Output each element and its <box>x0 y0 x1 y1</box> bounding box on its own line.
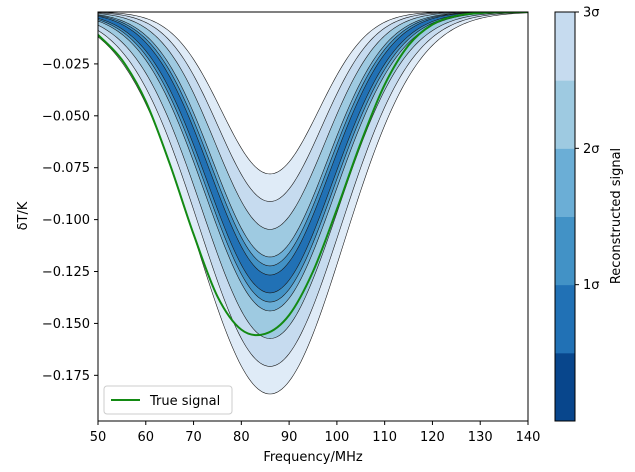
x-tick-label: 110 <box>372 430 397 445</box>
x-tick-label: 90 <box>281 430 298 445</box>
colorbar-segment <box>555 80 575 149</box>
colorbar: 1σ 2σ 3σ <box>555 6 600 422</box>
true-signal-line <box>98 12 528 337</box>
x-tick-label: 130 <box>468 430 493 445</box>
y-axis: −0.025 −0.050 −0.075 −0.100 −0.125 −0.150 −0.1… <box>42 57 98 384</box>
y-tick-label: −0.125 <box>42 265 90 280</box>
x-axis: 50 60 70 80 90 100 110 120 130 140 <box>90 421 541 445</box>
x-tick-label: 80 <box>233 430 250 445</box>
confidence-band-4 <box>98 12 528 339</box>
colorbar-segment <box>555 148 575 217</box>
confidence-bands <box>98 12 528 395</box>
confidence-band-1 <box>98 12 528 294</box>
y-tick-label: −0.175 <box>42 369 90 384</box>
x-tick-label: 70 <box>185 430 202 445</box>
x-tick-label: 100 <box>324 430 349 445</box>
legend-box <box>103 385 233 415</box>
colorbar-segment <box>555 352 575 422</box>
legend-label: True signal <box>149 394 220 409</box>
legend: True signal <box>103 385 233 415</box>
x-axis-label: Frequency/MHz <box>263 450 363 465</box>
colorbar-segment <box>555 12 575 81</box>
x-tick-label: 140 <box>516 430 541 445</box>
colorbar-tick-label: 2σ <box>583 142 600 157</box>
y-tick-label: −0.075 <box>42 161 90 176</box>
y-tick-label: −0.150 <box>42 317 90 332</box>
colorbar-segment <box>555 284 575 354</box>
true-signal-layer <box>98 12 528 337</box>
x-tick-label: 120 <box>420 430 445 445</box>
colorbar-tick-label: 3σ <box>583 6 600 21</box>
x-tick-label: 60 <box>138 430 155 445</box>
plot-frame <box>97 11 529 422</box>
colorbar-label: Reconstructed signal <box>609 148 624 284</box>
y-tick-label: −0.050 <box>42 109 90 124</box>
colorbar-segment <box>555 216 575 286</box>
colorbar-frame <box>554 11 576 422</box>
y-axis-label: δT/K <box>16 201 31 230</box>
colorbar-tick-label: 1σ <box>583 278 600 293</box>
y-tick-label: −0.100 <box>42 213 90 228</box>
x-tick-label: 50 <box>90 430 107 445</box>
y-tick-label: −0.025 <box>42 57 90 72</box>
